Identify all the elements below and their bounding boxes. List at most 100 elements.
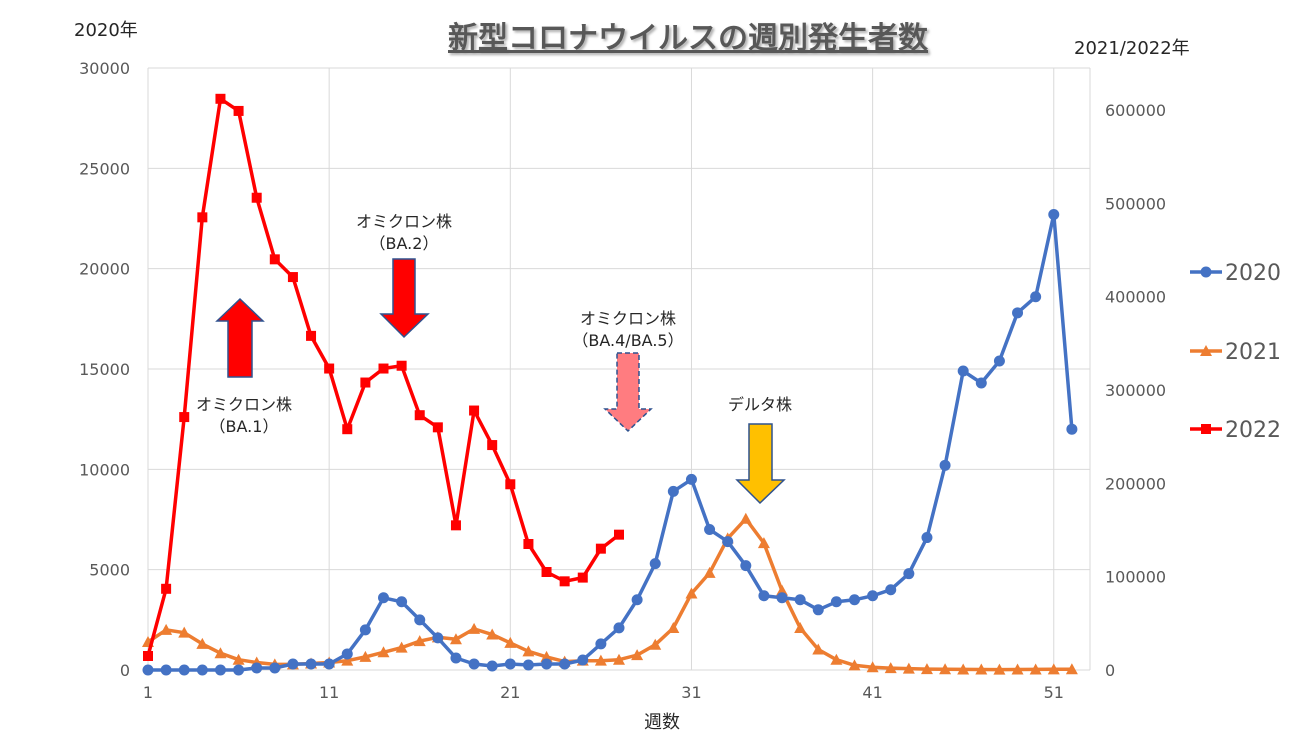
data-point-2020 [921, 532, 933, 544]
data-point-2020 [812, 604, 824, 616]
data-point-2020 [975, 377, 987, 389]
y-left-tick-label: 0 [120, 661, 130, 680]
legend-swatch-marker [1200, 345, 1212, 356]
data-point-2022 [287, 272, 298, 283]
data-point-2020 [414, 614, 426, 626]
data-point-2020 [233, 664, 245, 676]
y-left-tick-label: 5000 [89, 561, 130, 580]
data-point-2020 [214, 664, 226, 676]
data-point-2020 [885, 584, 897, 596]
data-point-2021 [1047, 663, 1060, 675]
legend-item-2021: 2021 [1190, 340, 1281, 365]
data-point-2022 [523, 539, 534, 549]
data-point-2021 [594, 654, 607, 666]
series-layer [142, 93, 1078, 676]
data-point-2022 [269, 254, 280, 265]
data-point-2020 [160, 664, 172, 676]
x-tick-label: 1 [143, 683, 153, 702]
x-tick-label: 51 [1044, 683, 1064, 702]
data-point-2020 [559, 658, 571, 670]
y-left-tick-label: 25000 [79, 159, 130, 178]
data-point-2021 [540, 650, 553, 662]
arrow-down-ba2 [379, 258, 430, 339]
data-point-2022 [378, 363, 389, 374]
legend-item-2020: 2020 [1190, 261, 1281, 286]
x-tick-label: 41 [862, 683, 882, 702]
data-point-2022 [215, 93, 226, 104]
data-point-2022 [559, 576, 570, 587]
data-point-2020 [522, 659, 534, 671]
x-tick-label: 21 [500, 683, 520, 702]
data-point-2022 [324, 363, 335, 374]
data-point-2022 [251, 192, 262, 203]
data-point-2022 [541, 567, 552, 577]
data-point-2021 [631, 649, 644, 661]
legend-label: 2020 [1225, 261, 1281, 286]
data-point-2020 [613, 622, 625, 634]
data-point-2021 [739, 512, 752, 524]
annotation-ba45-line2: （BA.4/BA.5） [572, 331, 683, 350]
data-point-2020 [468, 658, 480, 670]
data-point-2020 [631, 594, 643, 606]
arrow-down-delta [735, 423, 786, 505]
data-point-2021 [232, 653, 245, 665]
data-point-2020 [849, 594, 860, 606]
data-point-2021 [939, 663, 952, 675]
data-point-2020 [1048, 208, 1060, 220]
x-tick-label: 11 [319, 683, 339, 702]
data-point-2021 [1029, 663, 1042, 675]
y-right-tick-label: 500000 [1105, 194, 1166, 213]
annotation-ba2-line1: オミクロン株 [356, 212, 452, 231]
y-left-tick-label: 20000 [79, 260, 130, 279]
y-right-tick-label: 100000 [1105, 568, 1166, 587]
data-point-2020 [323, 658, 335, 670]
left-axis-caption: 2020年 [74, 20, 138, 41]
data-point-2021 [685, 587, 698, 599]
data-point-2020 [196, 664, 208, 676]
right-axis-caption: 2021/2022年 [1074, 38, 1190, 59]
data-point-2022 [414, 410, 425, 421]
data-point-2022 [487, 440, 498, 451]
data-point-2021 [522, 645, 535, 657]
data-point-2020 [269, 662, 281, 674]
data-point-2020 [178, 664, 190, 676]
data-point-2020 [1012, 307, 1024, 319]
data-point-2022 [179, 412, 190, 423]
annotations: オミクロン株 （BA.1） オミクロン株 （BA.2） オミクロン株 （BA.4… [196, 212, 792, 505]
data-point-2020 [667, 485, 679, 497]
data-point-2020 [378, 592, 389, 604]
annotation-ba1-line2: （BA.1） [210, 417, 279, 436]
data-point-2021 [377, 646, 390, 658]
annotation-ba45-line1: オミクロン株 [580, 309, 676, 328]
data-point-2020 [867, 590, 879, 602]
series-line-2020 [148, 212, 1074, 672]
legend-label: 2021 [1225, 340, 1281, 365]
data-point-2021 [613, 653, 625, 665]
data-point-2020 [142, 664, 154, 676]
data-point-2021 [884, 662, 897, 674]
data-point-2020 [486, 660, 498, 672]
data-point-2020 [830, 596, 842, 608]
legend-swatch-marker [1200, 266, 1212, 278]
data-point-2020 [704, 524, 716, 536]
data-point-2021 [975, 663, 988, 675]
data-point-2021 [794, 622, 807, 633]
data-point-2022 [577, 572, 588, 583]
data-point-2020 [341, 648, 353, 660]
data-point-2020 [595, 638, 607, 650]
data-point-2020 [287, 658, 299, 670]
data-point-2021 [902, 662, 915, 674]
data-point-2020 [396, 596, 408, 608]
x-axis-label: 週数 [644, 712, 680, 733]
data-point-2020 [685, 473, 697, 485]
data-point-2022 [233, 105, 244, 116]
data-point-2020 [776, 592, 788, 604]
data-point-2021 [667, 622, 680, 633]
data-point-2021 [214, 647, 227, 659]
data-point-2021 [703, 566, 716, 578]
data-point-2020 [903, 568, 915, 580]
data-point-2020 [541, 658, 553, 670]
y-left-tick-label: 30000 [79, 59, 130, 78]
data-point-2020 [993, 355, 1005, 367]
data-point-2020 [957, 365, 969, 377]
